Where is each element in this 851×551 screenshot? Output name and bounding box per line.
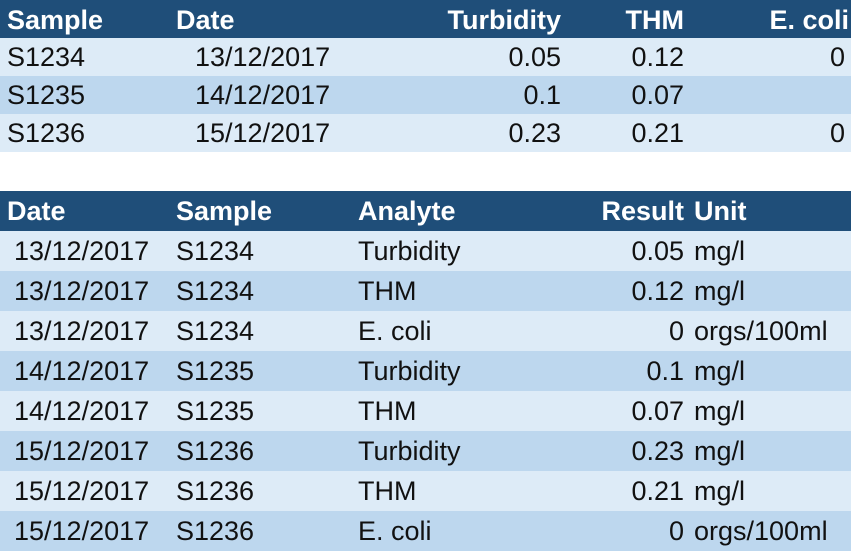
cell-date: 14/12/2017 [14,356,150,386]
cell-sample: S1235 [176,396,255,426]
cell-unit: mg/l [694,396,746,426]
cell-result: 0.12 [631,276,684,306]
cell-date: 15/12/2017 [14,436,150,466]
cell-turbidity: 0.05 [508,42,561,72]
cell-unit: mg/l [694,276,746,306]
cell-unit: orgs/100ml [694,316,828,346]
header-result: Result [601,196,684,226]
cell-date: 15/12/2017 [195,118,331,148]
cell-thm: 0.21 [631,118,684,148]
cell-analyte: THM [358,276,417,306]
cell-sample: S1236 [176,436,255,466]
table-row: 15/12/2017 S1236 Turbidity 0.23 mg/l [0,431,851,471]
cell-thm: 0.12 [631,42,684,72]
header-sample: Sample [176,196,273,226]
table-row: 15/12/2017 S1236 E. coli 0 orgs/100ml [0,511,851,551]
cell-date: 13/12/2017 [14,236,150,266]
cell-unit: mg/l [694,356,746,386]
header-sample: Sample [7,5,104,35]
cell-turbidity: 0.23 [508,118,561,148]
cell-unit: mg/l [694,236,746,266]
table-row: S1234 13/12/2017 0.05 0.12 0 [0,38,851,76]
cell-result: 0.07 [631,396,684,426]
cell-date: 13/12/2017 [14,276,150,306]
header-analyte: Analyte [358,196,456,226]
table-row: 14/12/2017 S1235 Turbidity 0.1 mg/l [0,351,851,391]
cell-turbidity: 0.1 [523,80,561,110]
table-row: 13/12/2017 S1234 Turbidity 0.05 mg/l [0,231,851,271]
cell-ecoli: 0 [829,42,845,72]
cell-thm: 0.07 [631,80,684,110]
cell-analyte: THM [358,476,417,506]
header-date: Date [176,5,235,35]
cell-date: 15/12/2017 [14,516,150,546]
cell-result: 0.23 [631,436,684,466]
cell-unit: orgs/100ml [694,516,828,546]
cell-date: 14/12/2017 [195,80,331,110]
cell-date: 15/12/2017 [14,476,150,506]
cell-sample: S1234 [176,236,255,266]
cell-result: 0.1 [646,356,684,386]
wide-table-header-row: Sample Date Turbidity THM E. coli [0,0,851,38]
cell-sample: S1234 [176,276,255,306]
cell-ecoli: 0 [829,118,845,148]
cell-analyte: Turbidity [358,236,461,266]
cell-date: 13/12/2017 [195,42,331,72]
wide-results-table: Sample Date Turbidity THM E. coli S1234 … [0,0,851,152]
long-table-header-row: Date Sample Analyte Result Unit [0,191,851,231]
table-row: 15/12/2017 S1236 THM 0.21 mg/l [0,471,851,511]
cell-date: 14/12/2017 [14,396,150,426]
header-date: Date [7,196,66,226]
cell-date: 13/12/2017 [14,316,150,346]
cell-result: 0.21 [631,476,684,506]
cell-result: 0 [668,516,684,546]
long-results-table: Date Sample Analyte Result Unit 13/12/20… [0,191,851,551]
cell-analyte: Turbidity [358,356,461,386]
table-row: 14/12/2017 S1235 THM 0.07 mg/l [0,391,851,431]
cell-unit: mg/l [694,436,746,466]
cell-ecoli [700,76,845,114]
cell-sample: S1234 [176,316,255,346]
cell-sample: S1236 [176,476,255,506]
cell-sample: S1235 [7,80,86,110]
cell-analyte: THM [358,396,417,426]
cell-analyte: E. coli [358,516,432,546]
cell-unit: mg/l [694,476,746,506]
cell-result: 0.05 [631,236,684,266]
cell-result: 0 [668,316,684,346]
cell-sample: S1235 [176,356,255,386]
cell-sample: S1234 [7,42,86,72]
table-row: 13/12/2017 S1234 E. coli 0 orgs/100ml [0,311,851,351]
table-row: S1236 15/12/2017 0.23 0.21 0 [0,114,851,152]
header-thm: THM [625,5,684,35]
cell-sample: S1236 [7,118,86,148]
cell-analyte: E. coli [358,316,432,346]
cell-analyte: Turbidity [358,436,461,466]
table-row: S1235 14/12/2017 0.1 0.07 [0,76,851,114]
cell-sample: S1236 [176,516,255,546]
header-ecoli: E. coli [769,5,849,35]
table-row: 13/12/2017 S1234 THM 0.12 mg/l [0,271,851,311]
header-unit: Unit [694,196,747,226]
header-turbidity: Turbidity [447,5,561,35]
